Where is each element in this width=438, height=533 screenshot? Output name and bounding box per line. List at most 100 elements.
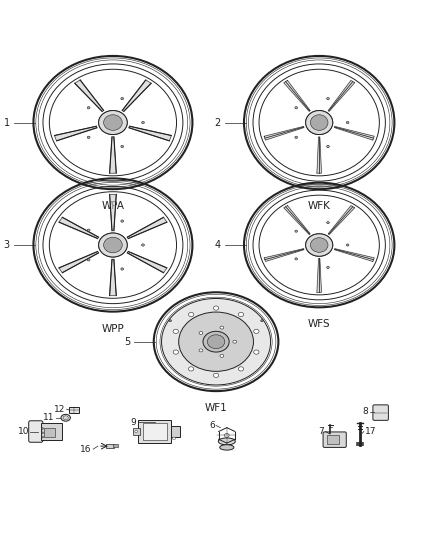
Polygon shape (110, 195, 116, 231)
Polygon shape (328, 206, 355, 235)
Ellipse shape (141, 244, 145, 246)
Text: 4: 4 (214, 240, 220, 250)
Polygon shape (264, 126, 304, 140)
Ellipse shape (207, 335, 225, 349)
Ellipse shape (87, 259, 90, 261)
Polygon shape (264, 249, 304, 262)
Ellipse shape (188, 367, 194, 371)
Polygon shape (317, 137, 321, 173)
Ellipse shape (261, 320, 263, 322)
Text: WPA: WPA (102, 201, 124, 211)
Ellipse shape (311, 115, 328, 131)
Ellipse shape (41, 427, 43, 430)
Text: 10: 10 (18, 427, 29, 437)
FancyBboxPatch shape (327, 435, 339, 444)
Ellipse shape (306, 234, 333, 256)
Ellipse shape (173, 350, 178, 354)
Text: 1: 1 (4, 118, 10, 127)
Ellipse shape (213, 373, 219, 377)
Text: 12: 12 (54, 405, 66, 414)
Ellipse shape (173, 437, 176, 440)
Ellipse shape (99, 110, 127, 134)
FancyBboxPatch shape (113, 445, 118, 447)
Ellipse shape (346, 244, 349, 246)
Ellipse shape (295, 107, 297, 109)
Ellipse shape (99, 233, 127, 257)
Polygon shape (110, 137, 116, 173)
Ellipse shape (87, 107, 90, 109)
Ellipse shape (41, 436, 43, 438)
Ellipse shape (306, 110, 333, 134)
Ellipse shape (87, 136, 90, 139)
Ellipse shape (306, 234, 333, 256)
Polygon shape (127, 252, 167, 273)
Ellipse shape (121, 220, 124, 222)
Polygon shape (110, 260, 116, 296)
Ellipse shape (218, 438, 235, 445)
Ellipse shape (99, 110, 127, 134)
Polygon shape (55, 126, 97, 141)
Ellipse shape (169, 320, 171, 322)
Ellipse shape (104, 237, 122, 253)
Ellipse shape (179, 312, 254, 372)
Ellipse shape (220, 326, 224, 329)
Ellipse shape (233, 340, 237, 343)
Ellipse shape (295, 258, 297, 260)
Polygon shape (122, 80, 151, 111)
Text: 6: 6 (209, 421, 215, 430)
Polygon shape (335, 249, 374, 262)
Text: 9: 9 (131, 417, 137, 426)
Ellipse shape (121, 98, 124, 100)
Text: 11: 11 (43, 413, 55, 422)
Text: WF1: WF1 (205, 403, 227, 413)
FancyBboxPatch shape (44, 427, 55, 437)
FancyBboxPatch shape (133, 427, 140, 435)
FancyBboxPatch shape (106, 444, 114, 448)
Ellipse shape (99, 233, 127, 257)
FancyBboxPatch shape (29, 421, 43, 442)
Ellipse shape (162, 298, 271, 385)
Ellipse shape (254, 329, 259, 334)
Ellipse shape (327, 222, 329, 224)
Text: 5: 5 (124, 337, 130, 346)
Ellipse shape (311, 238, 328, 252)
Ellipse shape (141, 122, 145, 124)
Ellipse shape (220, 354, 224, 357)
Ellipse shape (213, 306, 219, 310)
Text: WFS: WFS (308, 319, 331, 329)
Polygon shape (127, 217, 167, 238)
Ellipse shape (188, 312, 194, 317)
Ellipse shape (295, 230, 297, 232)
Ellipse shape (135, 431, 138, 433)
Ellipse shape (87, 229, 90, 231)
Ellipse shape (104, 115, 122, 131)
Ellipse shape (254, 350, 259, 354)
Text: 8: 8 (363, 407, 369, 416)
Ellipse shape (295, 136, 297, 139)
Polygon shape (129, 126, 171, 141)
Polygon shape (317, 259, 321, 293)
Ellipse shape (121, 268, 124, 270)
Ellipse shape (61, 414, 71, 421)
Ellipse shape (311, 238, 328, 252)
Ellipse shape (104, 237, 122, 253)
Ellipse shape (220, 445, 234, 450)
Polygon shape (328, 80, 355, 111)
Polygon shape (284, 80, 310, 111)
Ellipse shape (306, 110, 333, 134)
Text: 2: 2 (214, 118, 220, 127)
Ellipse shape (327, 98, 329, 100)
Ellipse shape (224, 433, 229, 437)
Ellipse shape (199, 349, 203, 352)
Text: WFK: WFK (308, 201, 331, 211)
Ellipse shape (346, 122, 349, 124)
Text: 16: 16 (80, 445, 92, 454)
Ellipse shape (238, 367, 244, 371)
Ellipse shape (238, 312, 244, 317)
FancyBboxPatch shape (138, 420, 171, 443)
Ellipse shape (173, 329, 178, 334)
Ellipse shape (199, 332, 203, 335)
FancyBboxPatch shape (373, 405, 389, 421)
Polygon shape (59, 252, 99, 273)
Polygon shape (75, 80, 104, 111)
